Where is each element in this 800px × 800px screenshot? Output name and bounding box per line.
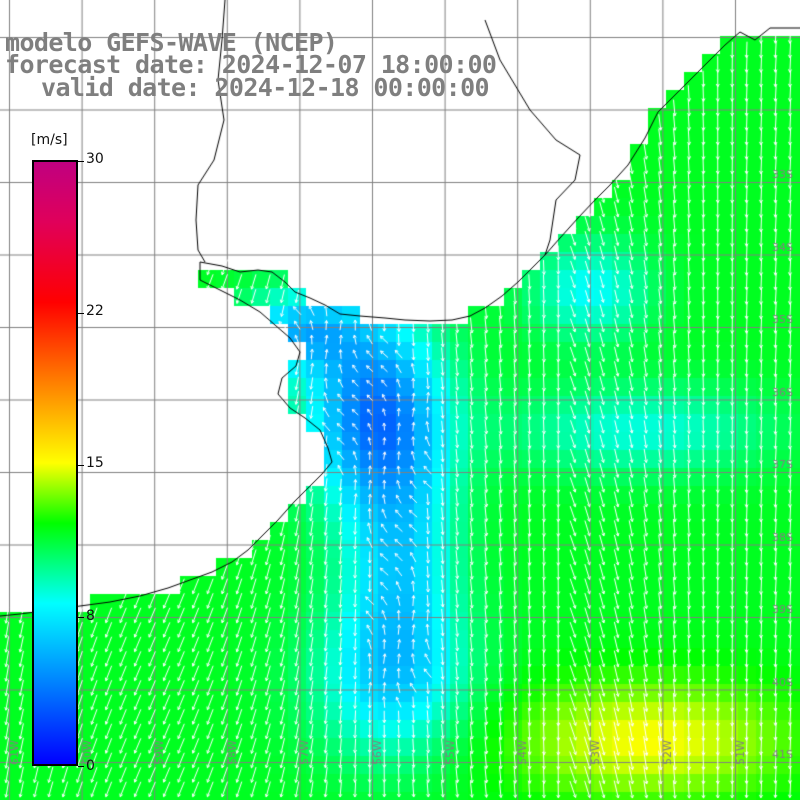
colorbar-tickmark — [78, 766, 84, 767]
colorbar-tick-8: 8 — [86, 608, 95, 624]
colorbar-tickmark — [78, 617, 84, 618]
colorbar-tickmark — [78, 161, 84, 162]
colorbar-unit: [m/s] — [31, 132, 68, 148]
colorbar-tick-15: 15 — [86, 455, 104, 471]
valid-date: valid date: 2024-12-18 00:00:00 — [41, 73, 490, 102]
colorbar-tick-30: 30 — [86, 151, 104, 167]
colorbar-tickmark — [78, 313, 84, 314]
model-title: modelo GEFS-WAVE (NCEP) — [5, 28, 338, 57]
forecast-date: forecast date: 2024-12-07 18:00:00 — [5, 50, 497, 79]
colorbar-tickmark — [78, 465, 84, 466]
colorbar-gradient — [34, 162, 76, 764]
colorbar — [32, 160, 78, 766]
colorbar-tick-22: 22 — [86, 303, 104, 319]
colorbar-tick-0: 0 — [86, 758, 95, 774]
